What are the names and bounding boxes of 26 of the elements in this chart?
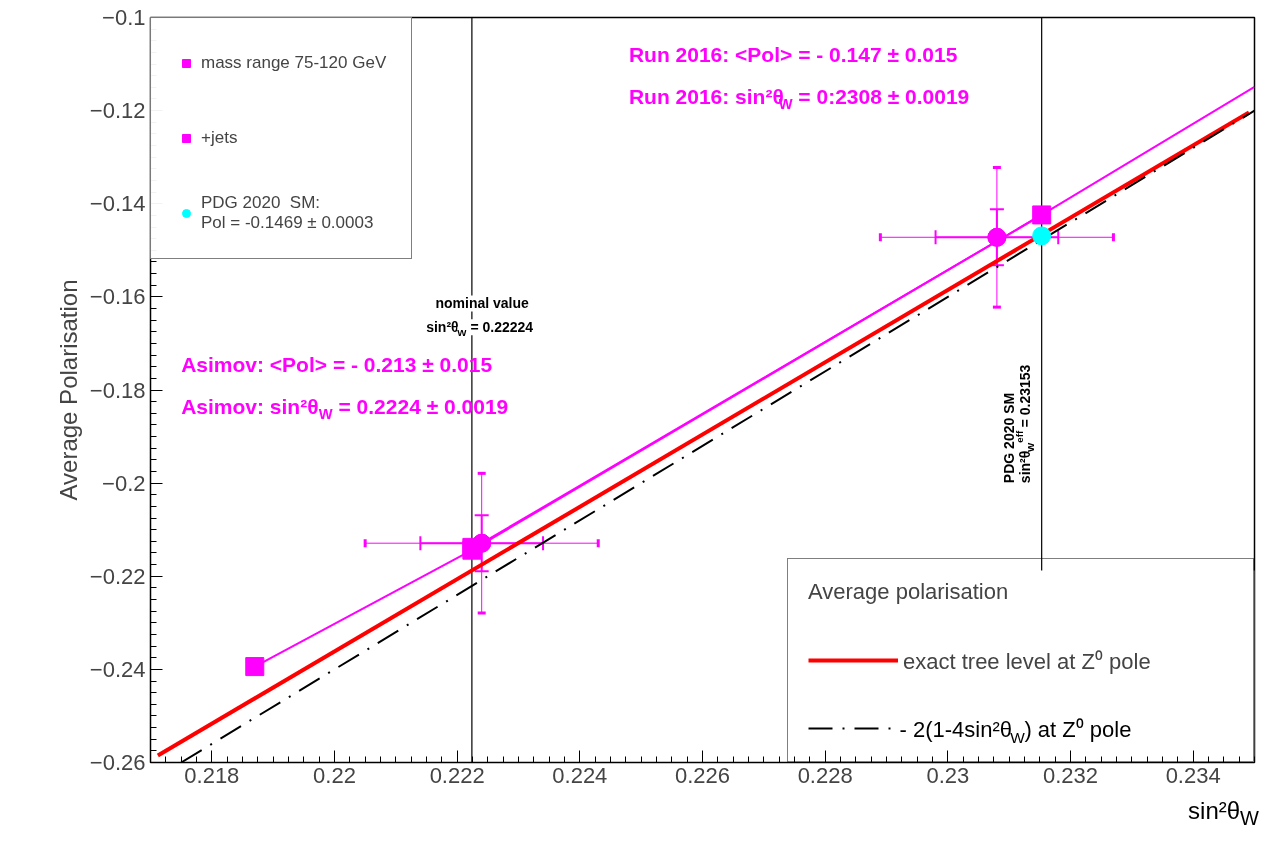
y-tick-label: −0.1: [102, 5, 146, 30]
legend-label: mass range 75-120 GeV: [201, 52, 387, 74]
legend-label: +jets: [201, 127, 238, 149]
x-tick-label: 0.224: [552, 762, 608, 788]
x-tick-label: 0.22: [313, 762, 356, 788]
legend-title: Average polarisation: [808, 579, 1010, 605]
annotation: Run 2016: <Pol> = - 0.147 ± 0.015: [628, 43, 958, 67]
x-tick-label: 0.232: [1042, 762, 1099, 788]
x-tick-label: 0.222: [429, 762, 485, 788]
x-tick-label: 0.228: [797, 762, 853, 788]
legend-label: exact tree level at Z⁰ pole: [903, 648, 1152, 675]
y-tick-label: −0.14: [89, 191, 146, 217]
y-tick-label: −0.26: [89, 750, 146, 775]
x-tick-label: 0.234: [1165, 762, 1221, 788]
y-tick-label: −0.18: [89, 377, 146, 403]
y-tick-label: −0.2: [102, 470, 146, 496]
x-tick-label: 0.218: [184, 762, 240, 788]
y-tick-label: −0.16: [89, 284, 146, 310]
x-axis-title: sin²θ$_{W}$: [1188, 796, 1259, 831]
x-tick-label: 0.226: [674, 762, 731, 788]
legend-label: PDG 2020 SM: Pol = -0.1469 ± 0.0003: [201, 193, 374, 233]
y-tick-label: −0.22: [89, 563, 146, 589]
y-axis-title: Average Polarisation: [54, 279, 82, 501]
x-tick-label: 0.23: [926, 762, 970, 788]
y-tick-label: −0.12: [89, 98, 146, 124]
y-tick-label: −0.24: [89, 656, 146, 682]
